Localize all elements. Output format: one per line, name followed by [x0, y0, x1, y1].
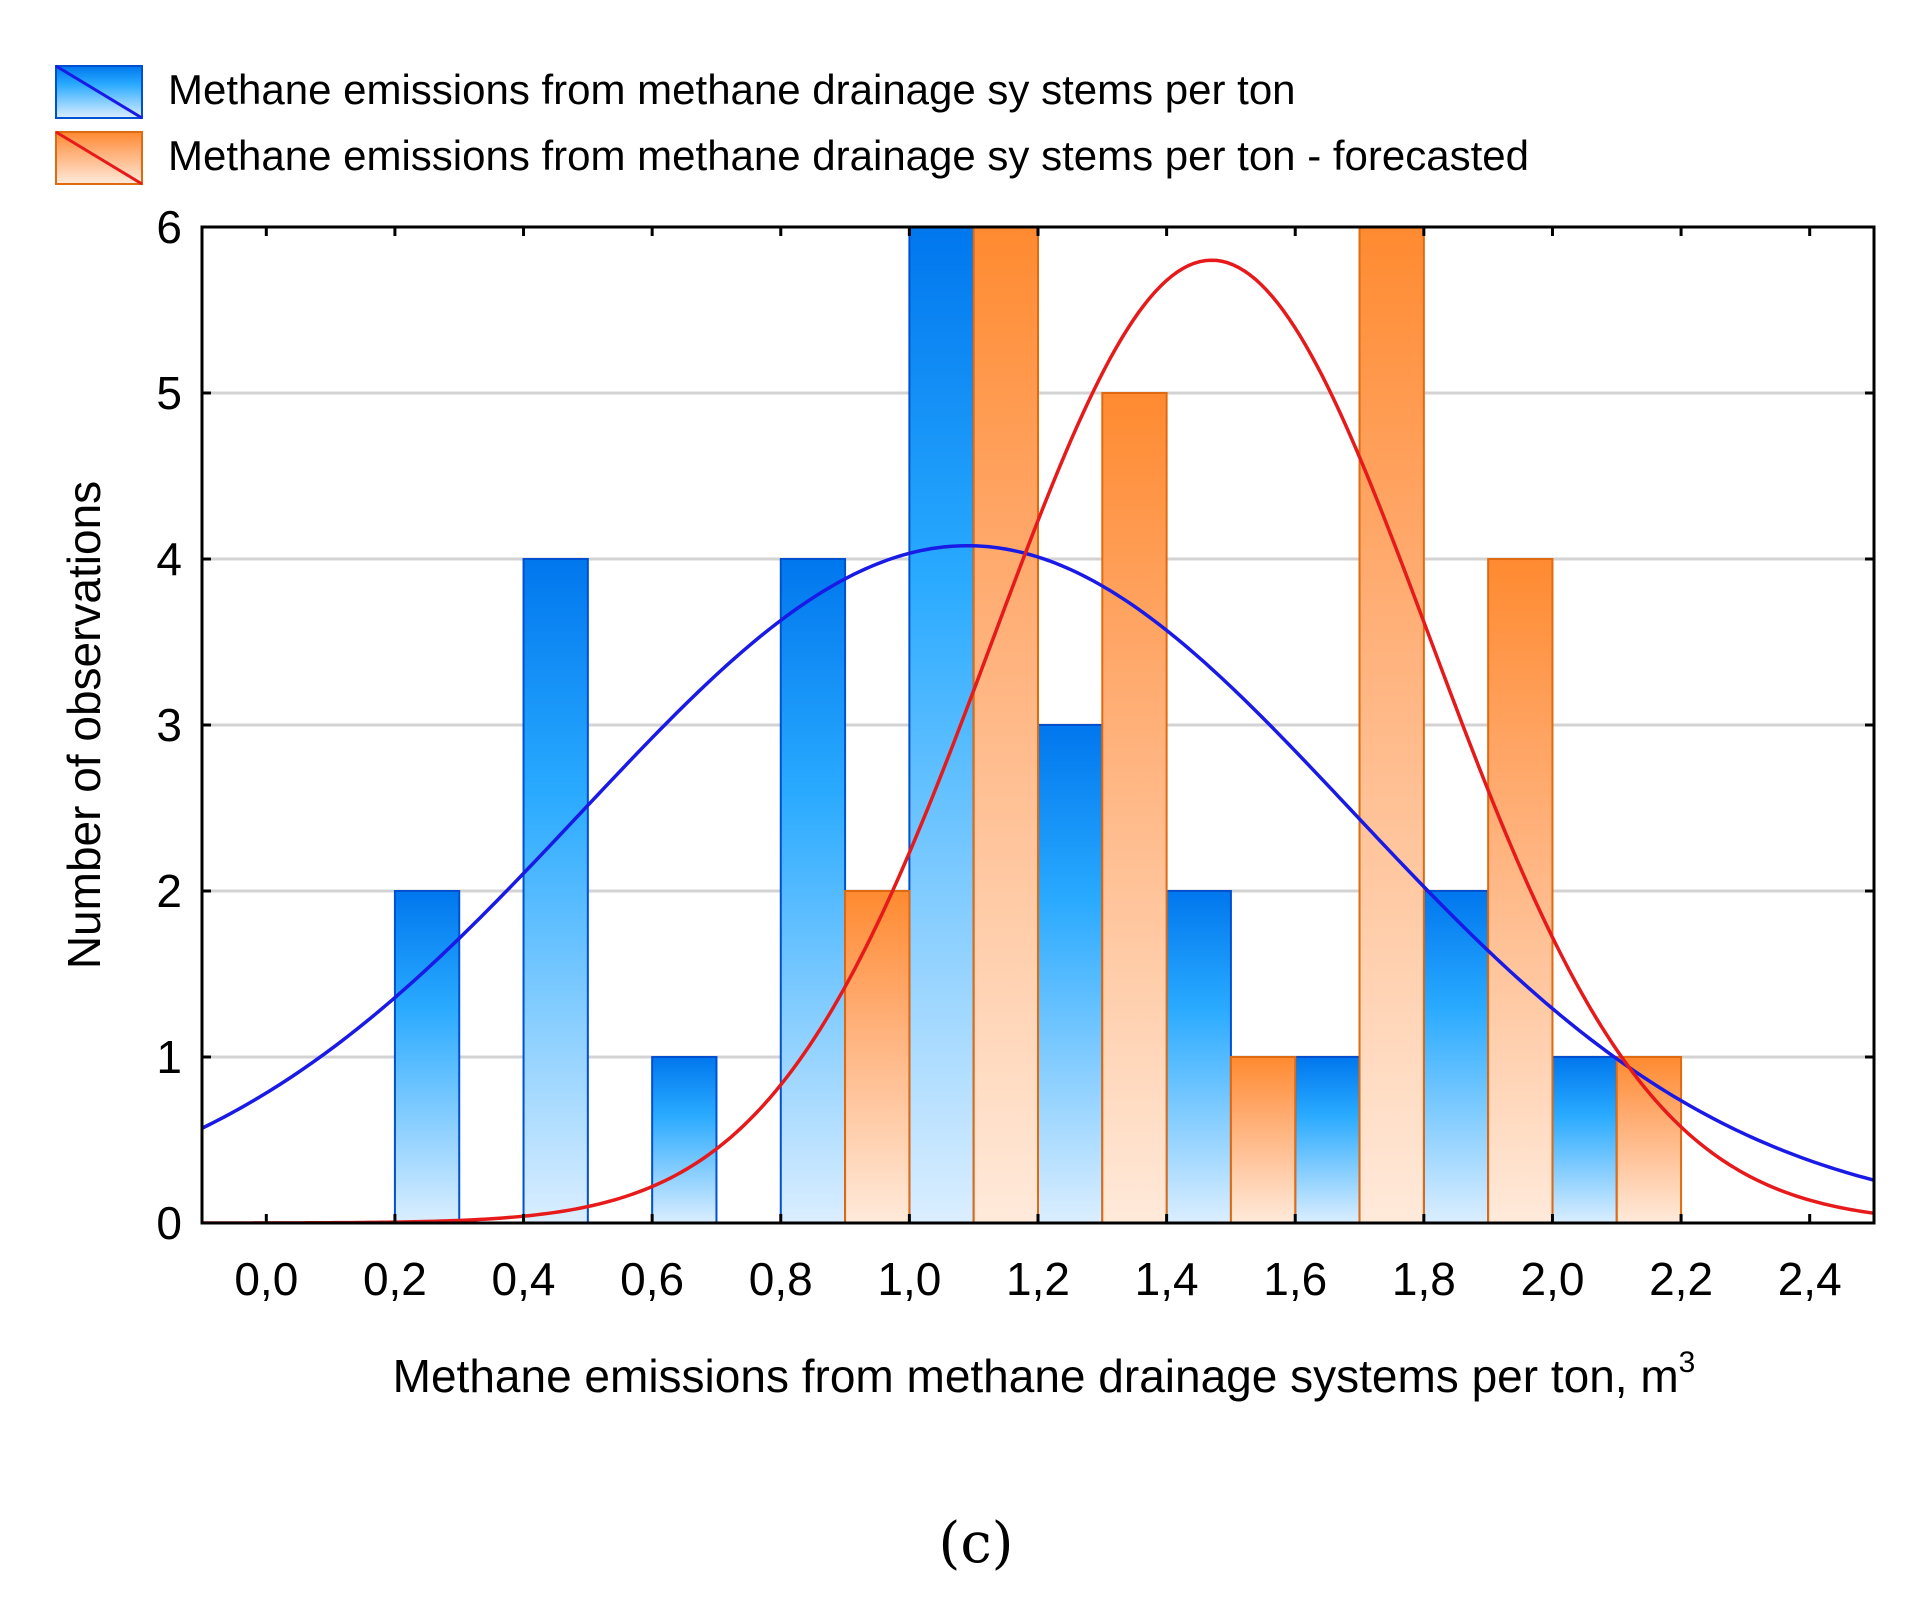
bar-series1-2 [1101, 392, 1168, 1224]
y-tick-label-5: 5 [156, 367, 182, 419]
x-tick-label-5: 1,0 [877, 1253, 941, 1305]
histogram-bars [393, 226, 1683, 1224]
bar-series0-2 [651, 1056, 718, 1224]
x-tick-label-8: 1,6 [1263, 1253, 1327, 1305]
x-tick-label-2: 0,4 [492, 1253, 556, 1305]
y-tick-label-4: 4 [156, 533, 182, 585]
x-axis-ticks: 0,0 0,2 0,4 0,6 0,8 1,0 1,2 1,4 1,6 1,8 2,0 2,2 2,4 [234, 227, 1842, 1305]
x-tick-label-12: 2,4 [1778, 1253, 1842, 1305]
bar-series0-3 [779, 558, 847, 1224]
y-axis-label: Number of observations [58, 481, 110, 969]
bar-series1-0 [844, 890, 911, 1224]
y-tick-label-2: 2 [156, 865, 182, 917]
bar-series0-6 [1165, 890, 1232, 1224]
bar-series1-1 [972, 226, 1040, 1224]
bar-series0-1 [522, 558, 589, 1224]
bar-series0-4 [908, 226, 975, 1224]
x-tick-label-1: 0,2 [363, 1253, 427, 1305]
bar-series1-3 [1229, 1056, 1297, 1224]
bar-series0-9 [1551, 1056, 1618, 1224]
x-tick-label-4: 0,8 [749, 1253, 813, 1305]
legend-swatch-line-observed [55, 64, 143, 120]
y-tick-label-3: 3 [156, 699, 182, 751]
x-tick-label-9: 1,8 [1392, 1253, 1456, 1305]
x-tick-label-6: 1,2 [1006, 1253, 1070, 1305]
legend: Methane emissions from methane drainage … [55, 64, 1529, 186]
x-axis-label-text: Methane emissions from methane drainage … [393, 1350, 1679, 1402]
bar-series1-4 [1358, 226, 1425, 1224]
legend-item-observed: Methane emissions from methane drainage … [55, 64, 1296, 120]
y-tick-label-1: 1 [156, 1031, 182, 1083]
bar-series1-5 [1487, 558, 1554, 1224]
y-tick-label-6: 6 [156, 201, 182, 253]
normal-curve-series1 [202, 258, 1874, 1223]
x-axis-label: Methane emissions from methane drainage … [393, 1346, 1696, 1402]
panel-label: (c) [938, 1511, 1013, 1576]
bar-series1-6 [1615, 1056, 1683, 1224]
x-tick-label-3: 0,6 [620, 1253, 684, 1305]
bar-series0-8 [1422, 890, 1490, 1224]
legend-swatch-line-forecasted [55, 130, 143, 186]
x-tick-label-11: 2,2 [1649, 1253, 1713, 1305]
legend-label-observed: Methane emissions from methane drainage … [168, 66, 1296, 113]
bar-series0-5 [1037, 724, 1104, 1224]
x-tick-label-7: 1,4 [1135, 1253, 1199, 1305]
legend-item-forecasted: Methane emissions from methane drainage … [55, 130, 1529, 186]
bar-series0-7 [1294, 1056, 1361, 1224]
normal-curve-series0 [202, 543, 1874, 1182]
y-axis-ticks: 0 1 2 3 4 5 6 [156, 201, 1874, 1249]
x-tick-label-0: 0,0 [234, 1253, 298, 1305]
bar-series0-0 [393, 890, 461, 1224]
legend-label-forecasted: Methane emissions from methane drainage … [168, 132, 1529, 179]
x-tick-label-10: 2,0 [1520, 1253, 1584, 1305]
y-tick-label-0: 0 [156, 1197, 182, 1249]
x-axis-label-superscript: 3 [1679, 1346, 1696, 1379]
fitted-curves [202, 258, 1874, 1223]
